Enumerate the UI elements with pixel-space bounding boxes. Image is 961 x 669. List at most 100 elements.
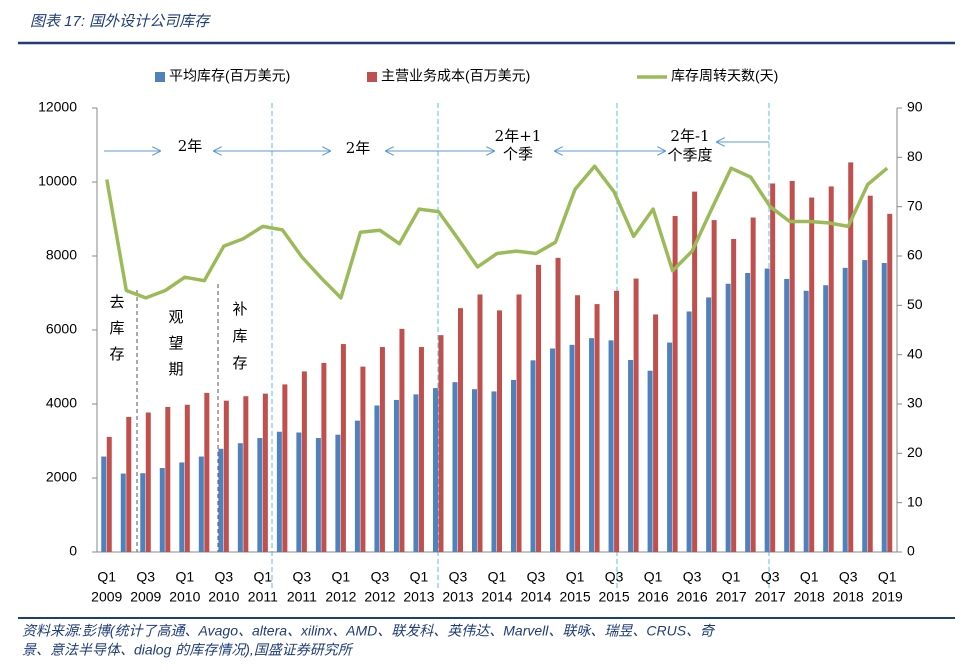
x-tick-label: Q3 [605, 569, 624, 585]
bar [887, 213, 893, 552]
x-tick-label: Q3 [761, 569, 780, 585]
bar [145, 412, 151, 552]
y-tick-label: 8000 [46, 247, 77, 263]
bar [452, 382, 458, 552]
bar [711, 220, 717, 553]
x-tick-label: Q3 [371, 569, 390, 585]
bar [165, 406, 171, 552]
y2-tick-label: 50 [907, 296, 923, 312]
bar [218, 448, 224, 552]
annotation: 2年+1 [495, 127, 542, 145]
bar [550, 348, 556, 552]
bar [745, 273, 751, 552]
bar [497, 310, 502, 552]
bar [301, 371, 307, 552]
x-tick-label: Q3 [293, 569, 312, 585]
bar [789, 180, 795, 552]
bar [243, 396, 249, 552]
bar [828, 186, 834, 552]
bar [569, 344, 575, 552]
y-tick-label: 6000 [46, 321, 77, 337]
bar [101, 456, 107, 552]
bar [106, 436, 112, 552]
bar [471, 389, 477, 552]
bar [140, 473, 146, 552]
x-tick-label: Q1 [488, 569, 507, 585]
x-tick-label: Q1 [410, 569, 429, 585]
x-tick-label: 2010 [208, 589, 239, 605]
bar [204, 392, 210, 552]
x-tick-label: Q3 [683, 569, 702, 585]
annotation: 存 [109, 345, 124, 363]
bar [438, 335, 444, 552]
bar [667, 342, 673, 552]
bar [491, 391, 497, 552]
bar [418, 347, 424, 552]
y2-tick-label: 40 [907, 345, 923, 361]
bar [848, 162, 854, 552]
bar [803, 290, 809, 552]
x-tick-label: 2013 [403, 589, 434, 605]
x-tick-label: 2019 [872, 589, 903, 605]
bar [764, 268, 770, 552]
bar [262, 393, 268, 552]
bar [881, 263, 887, 552]
x-tick-label: 2011 [287, 589, 317, 605]
y2-tick-label: 0 [907, 543, 915, 559]
x-tick-label: 2018 [794, 589, 825, 605]
annotation: 2年 [178, 137, 203, 155]
bar [457, 308, 463, 552]
bar [809, 197, 815, 553]
x-tick-label: 2010 [169, 589, 200, 605]
annotation: 观 [168, 308, 183, 326]
bar [340, 344, 346, 552]
source-line: 资料来源:彭博(统计了高通、Avago、altera、xilinx、AMD、联发… [22, 623, 716, 639]
bar [823, 285, 829, 552]
annotation: 2年 [346, 139, 371, 157]
annotation: 期 [168, 360, 183, 378]
x-tick-label: Q1 [566, 569, 585, 585]
x-tick-label: 2013 [442, 589, 473, 605]
annotation: 望 [168, 334, 183, 352]
bar [692, 191, 698, 552]
x-tick-label: 2009 [91, 589, 122, 605]
bar [257, 438, 263, 552]
bar [120, 473, 126, 552]
bar [575, 295, 581, 552]
x-tick-label: Q1 [254, 569, 273, 585]
source-line: 景、意法半导体、dialog 的库存情况),国盛证券研究所 [22, 642, 354, 658]
bar [706, 297, 712, 552]
y-tick-label: 12000 [38, 99, 77, 115]
bar [731, 238, 737, 553]
x-tick-label: 2017 [755, 589, 786, 605]
bar [477, 294, 483, 552]
bar [276, 431, 282, 552]
bar [374, 405, 380, 552]
bar [296, 432, 302, 552]
bar [511, 379, 517, 552]
annotation: 去 [109, 293, 124, 311]
bar [555, 257, 561, 552]
bar [399, 328, 405, 552]
bar [126, 416, 132, 552]
y-tick-label: 4000 [46, 395, 77, 411]
x-tick-label: 2015 [559, 589, 590, 605]
x-tick-label: 2012 [364, 589, 395, 605]
x-tick-label: Q3 [136, 569, 155, 585]
bar [608, 340, 614, 552]
y2-tick-label: 90 [907, 99, 923, 115]
bar [315, 438, 321, 552]
bar [321, 362, 327, 552]
bar [432, 388, 438, 552]
bar [335, 434, 341, 552]
bar [594, 304, 600, 552]
annotation: 补 [232, 300, 247, 318]
annotation: 个季 [503, 145, 533, 163]
x-tick-label: 2015 [598, 589, 629, 605]
annotation: 2年-1 [670, 127, 709, 145]
legend-swatch [155, 72, 165, 82]
bar [413, 394, 419, 552]
x-tick-label: Q1 [175, 569, 194, 585]
x-tick-label: 2014 [481, 589, 512, 605]
